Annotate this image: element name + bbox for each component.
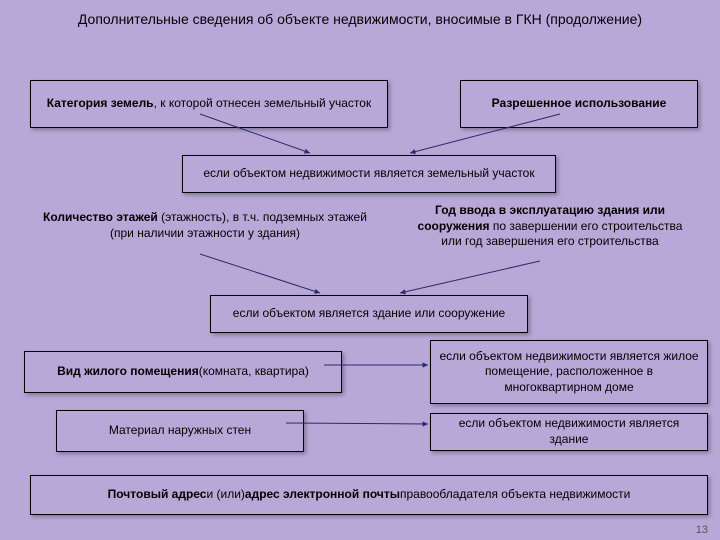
- condition-land: если объектом недвижимости является земе…: [182, 155, 556, 193]
- condition-walls: если объектом недвижимости является здан…: [430, 413, 708, 451]
- condition-building: если объектом является здание или сооруж…: [210, 295, 528, 333]
- box-dwelling-type: Вид жилого помещения (комната, квартира): [24, 351, 342, 393]
- box-permitted-use: Разрешенное использование: [460, 80, 698, 128]
- box-floors: Количество этажей (этажность), в т.ч. по…: [40, 210, 370, 254]
- box-year: Год ввода в эксплуатацию здания или соор…: [410, 203, 690, 261]
- box-postal-address: Почтовый адрес и (или) адрес электронной…: [30, 475, 708, 515]
- page-number: 13: [696, 524, 708, 536]
- box-category-land: Категория земель, к которой отнесен земе…: [30, 80, 388, 128]
- condition-dwelling: если объектом недвижимости является жило…: [430, 340, 708, 404]
- box-wall-material: Материал наружных стен: [56, 410, 304, 452]
- page-title: Дополнительные сведения об объекте недви…: [0, 0, 720, 32]
